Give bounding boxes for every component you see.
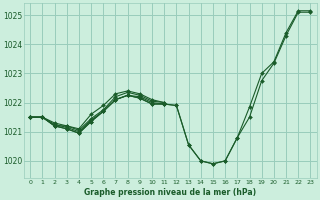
X-axis label: Graphe pression niveau de la mer (hPa): Graphe pression niveau de la mer (hPa) (84, 188, 256, 197)
